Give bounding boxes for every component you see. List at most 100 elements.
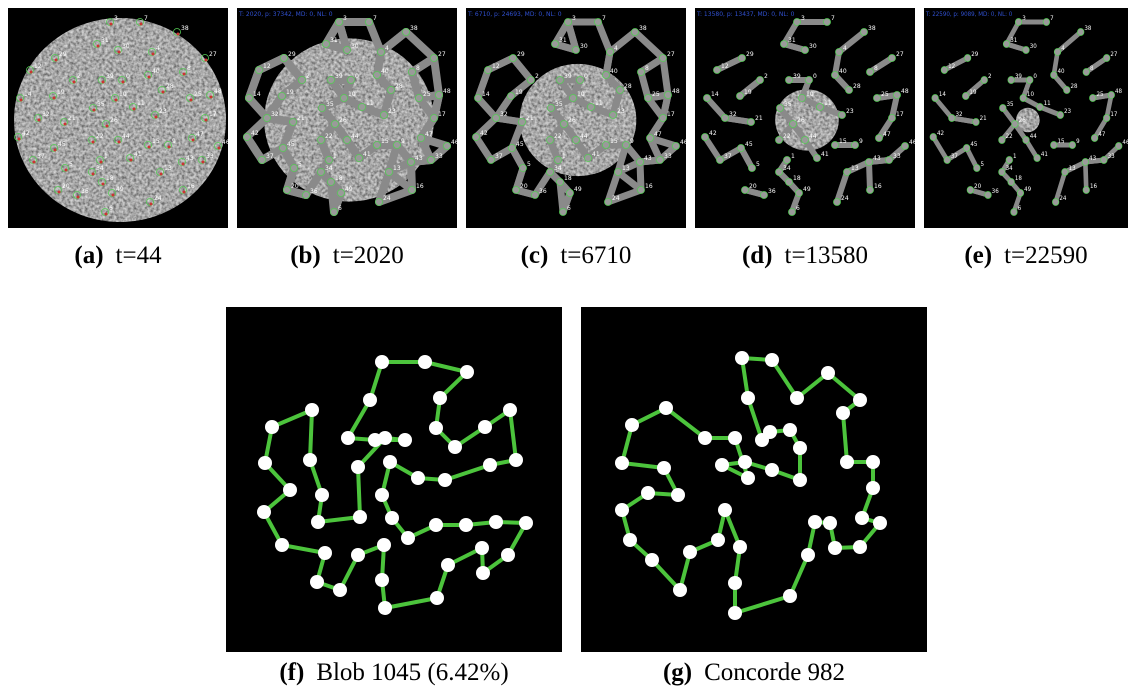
city [801, 548, 815, 562]
node [832, 142, 839, 149]
city [866, 455, 880, 469]
node-label: 33 [664, 153, 672, 160]
node [341, 95, 348, 102]
city [765, 353, 779, 367]
node [673, 143, 680, 150]
node [1083, 69, 1089, 76]
node [1037, 104, 1043, 111]
node [603, 142, 610, 149]
node-label: 5 [756, 161, 760, 168]
node-label: 1 [1013, 154, 1017, 160]
node-label: 32 [956, 112, 963, 118]
node-label: 28 [853, 83, 861, 90]
caption-text: t=44 [116, 242, 163, 269]
node [781, 41, 788, 48]
node [717, 157, 724, 164]
node-label: 32 [500, 111, 508, 118]
node [964, 55, 970, 62]
node-label: 33 [206, 153, 214, 160]
city [853, 540, 867, 554]
node [836, 49, 843, 56]
city [659, 401, 673, 415]
node [428, 157, 435, 164]
node [418, 135, 425, 142]
city [363, 393, 377, 407]
node [776, 137, 783, 144]
node [790, 121, 797, 128]
node-label: 37 [266, 153, 274, 160]
blob-branch [663, 58, 668, 95]
node-dot [33, 161, 36, 164]
node [332, 121, 339, 128]
node [555, 157, 562, 164]
node [962, 93, 968, 100]
node-label: 28 [395, 83, 403, 90]
node-dot [64, 123, 67, 126]
node-dot [160, 173, 163, 176]
node-dot [65, 169, 68, 172]
panel: 3731304382729128239040141910282548351123… [924, 8, 1130, 228]
node-label: 10 [577, 91, 585, 98]
city [641, 486, 655, 500]
node [381, 112, 388, 119]
node-label: 7 [1050, 16, 1054, 22]
node-dot [30, 71, 33, 74]
node-label: 19 [515, 89, 523, 96]
node-label: 24 [612, 195, 620, 202]
node-label: 27 [209, 51, 217, 58]
node [794, 19, 801, 26]
node-label: 5 [981, 162, 985, 168]
city [385, 511, 399, 525]
node-label: 20 [62, 183, 70, 190]
node-label: 12 [34, 63, 42, 70]
city [433, 391, 447, 405]
node-label: 18 [793, 175, 801, 182]
node-dot [97, 45, 100, 48]
node-label: 30 [351, 43, 359, 50]
node [348, 77, 355, 84]
node [1015, 19, 1021, 26]
node-label: 39 [793, 73, 801, 80]
node [291, 165, 298, 172]
city [873, 516, 887, 530]
node-label: 30 [580, 43, 588, 50]
node [722, 115, 729, 122]
node-label: 2 [535, 73, 539, 80]
node-label: 6 [338, 205, 342, 212]
node [941, 67, 947, 74]
panel-header: T: 22590, p: 9089, MD: 0, NL: 0 [925, 12, 1013, 18]
node-label: 4 [843, 45, 847, 52]
node-label: 5 [69, 161, 73, 168]
city [625, 418, 639, 432]
city [318, 546, 332, 560]
node-dot [105, 213, 108, 216]
node-label: 22 [554, 133, 562, 140]
blob-branch [560, 182, 563, 212]
node [796, 190, 803, 197]
node [761, 192, 768, 199]
node [246, 95, 253, 102]
node-label: 49 [116, 186, 124, 193]
node-label: 8 [187, 65, 191, 72]
node-label: 13 [851, 165, 859, 172]
city [283, 483, 297, 497]
node-label: 16 [874, 183, 882, 190]
node-label: 42 [937, 131, 944, 137]
node-label: 16 [187, 183, 195, 190]
node-dot [55, 59, 58, 62]
caption-text: t=22590 [1004, 242, 1088, 269]
node-label: 13 [393, 165, 401, 172]
node [817, 104, 824, 111]
node-dot [115, 99, 118, 102]
node-dot [177, 33, 180, 36]
node [617, 87, 624, 94]
node-label: 45 [287, 141, 295, 148]
node-dot [130, 159, 133, 162]
panel: 3731304382729128239040141910282548351123… [466, 8, 688, 228]
node-label: 30 [122, 43, 130, 50]
node [1077, 29, 1083, 36]
node-label: 20 [749, 183, 757, 190]
node-label: 28 [624, 83, 632, 90]
node [1023, 47, 1029, 54]
node-dot [205, 119, 208, 122]
